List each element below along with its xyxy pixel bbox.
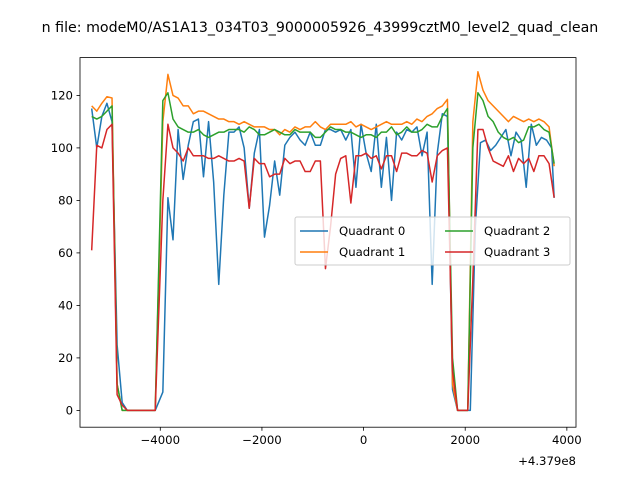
x-tick-label: 2000 [450,433,480,447]
legend: Quadrant 0 Quadrant 1 Quadrant 2 Quadrant 3 [294,216,571,266]
legend-label: Quadrant 0 [339,224,405,238]
series-line-quadrant-2 [91,92,555,412]
x-tick-label: −2000 [242,433,282,447]
x-tick-label: 4000 [552,433,582,447]
y-tick-label: 20 [58,351,73,365]
y-tick-label: 40 [58,298,73,312]
chart-title: n file: modeM0/AS1A13_034T03_9000005926_… [42,20,599,36]
x-tick-label: 0 [360,433,367,447]
legend-box [294,216,571,266]
legend-label: Quadrant 1 [339,245,405,259]
y-axis: 0 20 40 60 80 100 120 [51,88,80,417]
legend-label: Quadrant 3 [484,245,550,259]
legend-label: Quadrant 2 [484,224,550,238]
x-offset-label: +4.379e8 [518,454,576,468]
y-tick-label: 60 [58,246,73,260]
y-tick-label: 0 [66,403,73,417]
y-tick-label: 80 [58,193,73,207]
axes-frame [79,57,577,428]
series-line-quadrant-1 [91,71,555,412]
y-tick-label: 100 [51,141,73,155]
x-tick-label: −4000 [141,433,181,447]
y-tick-label: 120 [51,88,73,102]
x-axis: −4000 −2000 0 2000 4000 [141,427,582,447]
